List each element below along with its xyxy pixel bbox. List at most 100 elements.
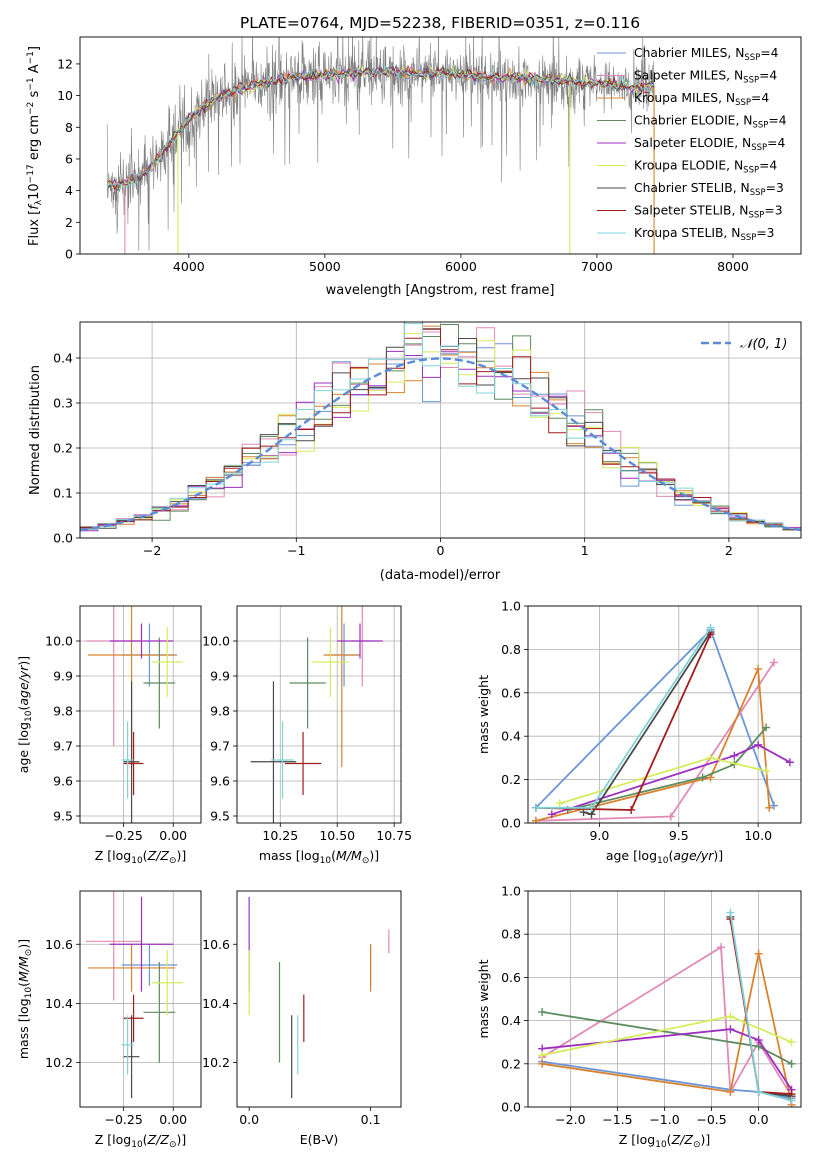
x-axis-label-part: ( bbox=[668, 848, 673, 863]
weights-kroupa-stelib bbox=[729, 912, 792, 1102]
y-axis-label-part: mass [log bbox=[16, 998, 31, 1059]
y-axis-label-part: )] bbox=[16, 939, 31, 949]
legend-text: Kroupa STELIB, N bbox=[634, 226, 740, 240]
y-tick-label: 9.5 bbox=[210, 809, 230, 824]
y-tick-label: 0.4 bbox=[501, 1013, 521, 1028]
x-axis-label-part: 10 bbox=[131, 1140, 143, 1150]
marker-kroupa-elodie bbox=[787, 1038, 796, 1047]
marker-kroupa-stelib bbox=[531, 803, 540, 812]
x-tick-label: −0.25 bbox=[104, 828, 142, 843]
weights-kroupa-miles bbox=[535, 668, 771, 822]
marker-salpeter-stelib bbox=[627, 805, 636, 814]
y-tick-label: 9.9 bbox=[210, 669, 230, 684]
marker-chabrier-miles bbox=[770, 801, 779, 810]
y-axis-label-part: ⊙ bbox=[24, 949, 34, 957]
y-tick-label: 9.6 bbox=[53, 774, 73, 789]
marker-chabrier-elodie bbox=[762, 723, 771, 732]
legend-label: Chabrier MILES, NSSP=4 bbox=[634, 46, 779, 63]
x-axis-label-part: / bbox=[679, 1132, 686, 1147]
marker-kroupa-elodie bbox=[726, 1012, 735, 1021]
x-tick-label: 10.50 bbox=[319, 828, 355, 843]
marker-kroupa-stelib bbox=[706, 623, 715, 632]
x-axis-label-part: ⊙ bbox=[169, 1140, 177, 1150]
y-axis-label-part: f bbox=[27, 203, 42, 210]
x-tick-label: 6000 bbox=[445, 259, 477, 274]
marker-salpeter-elodie bbox=[754, 1036, 763, 1045]
x-tick-label: 9.5 bbox=[669, 828, 689, 843]
normal-curve bbox=[80, 357, 801, 532]
x-axis-label-part: )] bbox=[700, 1132, 710, 1147]
y-axis-label-part: λ bbox=[34, 199, 44, 205]
y-tick-label: 0.3 bbox=[53, 396, 73, 411]
marker-salpeter-elodie bbox=[547, 810, 556, 819]
y-axis-label-part: −1 bbox=[26, 77, 36, 90]
legend-sub: SSP bbox=[749, 211, 765, 221]
x-axis-label-part: )] bbox=[176, 1132, 186, 1147]
y-tick-label: 9.8 bbox=[53, 704, 73, 719]
x-tick-label: 5000 bbox=[309, 259, 341, 274]
legend-suffix: =3 bbox=[764, 204, 782, 218]
hist-legend: 𝒩(0, 1) bbox=[701, 337, 787, 352]
x-tick-label: 2 bbox=[725, 543, 733, 558]
marker-salpeter-elodie bbox=[730, 751, 739, 760]
x-tick-label: −1.0 bbox=[649, 1112, 679, 1127]
marker-kroupa-miles bbox=[754, 664, 763, 673]
x-tick-label: 10.75 bbox=[376, 828, 412, 843]
legend-label: Kroupa MILES, NSSP=4 bbox=[634, 91, 769, 108]
x-axis-label: mass [log10(M/M⊙)] bbox=[259, 848, 379, 866]
model-chabrier-stelib bbox=[107, 65, 655, 192]
model-salpeter-stelib bbox=[106, 64, 655, 191]
x-axis-label-part: ( bbox=[143, 848, 148, 863]
x-axis-label-part: ⊙ bbox=[693, 1140, 701, 1150]
legend-text: Salpeter STELIB, N bbox=[634, 204, 749, 218]
y-axis-label-part: / bbox=[16, 965, 31, 972]
legend-label: 𝒩(0, 1) bbox=[740, 337, 787, 352]
legend-sub: SSP bbox=[752, 121, 768, 131]
y-axis-label-part: age [log bbox=[16, 722, 31, 773]
x-axis-label-part: (data-model)/error bbox=[380, 568, 501, 583]
x-axis-label: Z [log10(Z/Z⊙)] bbox=[619, 1132, 711, 1150]
legend-text: Salpeter MILES, N bbox=[634, 69, 743, 83]
y-axis-label-part: ( bbox=[16, 706, 31, 711]
legend-label: Salpeter ELODIE, NSSP=4 bbox=[634, 136, 785, 153]
legend-text: Kroupa ELODIE, N bbox=[634, 159, 743, 173]
plot-area-mass-vs-ebv bbox=[248, 896, 390, 1099]
weights-salpeter-stelib bbox=[729, 918, 792, 1095]
plot-area-age-vs-Z bbox=[85, 606, 184, 823]
legend-sub: SSP bbox=[750, 188, 766, 198]
marker-kroupa-elodie bbox=[706, 753, 715, 762]
x-axis-label: wavelength [Angstrom, rest frame] bbox=[326, 283, 555, 298]
axes-age-vs-mass: 10.25 10.50 10.75 9.5 9.6 9.7 9.8 9.9 10.0 mass [… bbox=[202, 605, 412, 866]
marker-salpeter-miles bbox=[770, 658, 779, 667]
x-axis-label: (data-model)/error bbox=[380, 568, 501, 583]
x-axis-label-part: 10 bbox=[657, 856, 669, 866]
y-axis-label-part: M bbox=[16, 971, 31, 982]
legend-sub: SSP bbox=[744, 53, 760, 63]
y-axis-label: Flux [fλ10−17 erg cm−2 s−1 A−1] bbox=[26, 46, 44, 246]
marker-kroupa-elodie bbox=[538, 1051, 547, 1060]
plot-area-spectrum bbox=[106, 37, 655, 254]
y-axis-label-part: )] bbox=[16, 656, 31, 666]
y-tick-label: 9.5 bbox=[53, 809, 73, 824]
y-tick-label: 10.4 bbox=[202, 996, 230, 1011]
y-axis-label-part: Flux [ bbox=[27, 210, 42, 246]
marker-salpeter-elodie bbox=[785, 758, 794, 767]
marker-kroupa-miles bbox=[765, 803, 774, 812]
y-tick-label: 0.8 bbox=[501, 642, 521, 657]
y-tick-label: 9.7 bbox=[210, 739, 230, 754]
marker-kroupa-stelib bbox=[726, 908, 735, 917]
legend-label: Chabrier ELODIE, NSSP=4 bbox=[634, 114, 787, 131]
y-axis-label-part: −17 bbox=[26, 164, 36, 183]
x-axis-label-part: Z bbox=[159, 1132, 169, 1147]
marker-kroupa-elodie bbox=[555, 799, 564, 808]
y-tick-label: 9.6 bbox=[210, 774, 230, 789]
x-axis-label-part: / bbox=[346, 848, 353, 863]
x-tick-label: 0.00 bbox=[159, 1112, 187, 1127]
x-axis-label-part: Z bbox=[147, 1132, 157, 1147]
x-tick-label: −1.5 bbox=[602, 1112, 632, 1127]
y-axis-label-part: Normed distribution bbox=[28, 365, 43, 495]
y-axis-label-part: mass weight bbox=[476, 675, 491, 754]
legend-suffix: =3 bbox=[756, 226, 774, 240]
